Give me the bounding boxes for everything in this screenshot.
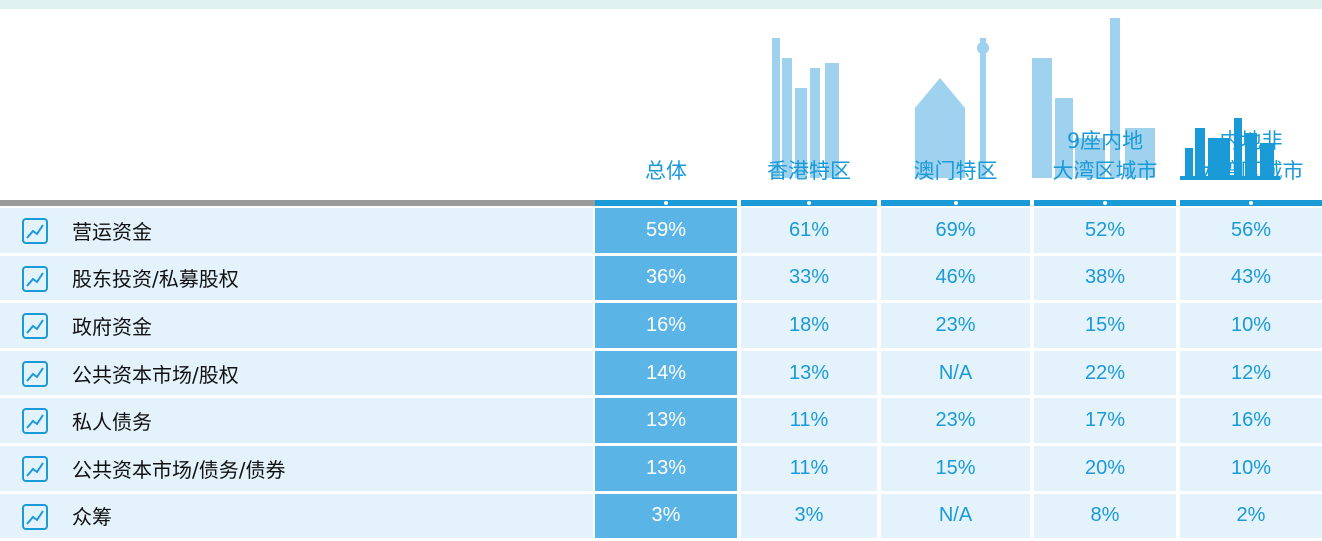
row-icon: [20, 216, 50, 246]
row-icon: [20, 264, 50, 294]
value-cell: 13%: [595, 398, 737, 443]
value-cell: 16%: [1180, 398, 1322, 443]
value-cell: N/A: [881, 493, 1030, 539]
value-cell: 11%: [741, 446, 877, 491]
value-cell: 23%: [881, 303, 1030, 348]
value-cell: 2%: [1180, 493, 1322, 539]
icon: [22, 265, 48, 292]
icon: [22, 313, 48, 340]
value-cell: 12%: [1180, 350, 1322, 396]
value-cell: 69%: [881, 208, 1030, 253]
value-cell: 46%: [881, 255, 1030, 301]
value-cell: N/A: [881, 350, 1030, 396]
value-cell: 15%: [881, 446, 1030, 491]
column-header: 香港特区: [767, 159, 851, 183]
row-icon: [20, 454, 50, 484]
icon: [22, 218, 48, 244]
value-cell: 61%: [741, 208, 877, 253]
icon: [22, 503, 48, 530]
value-cell: 22%: [1034, 350, 1176, 396]
icon: [22, 456, 48, 482]
row-label: 私人债务: [0, 398, 593, 443]
row-label: 营运资金: [0, 208, 593, 253]
column-header: 澳门特区: [913, 159, 998, 183]
value-cell: 13%: [595, 446, 737, 491]
row-label: 政府资金: [0, 303, 593, 348]
value-cell: 38%: [1034, 255, 1176, 301]
value-cell: 18%: [741, 303, 877, 348]
column-header: 大湾区城市: [1198, 159, 1304, 183]
header-rule: [0, 200, 595, 206]
value-cell: 17%: [1034, 398, 1176, 443]
value-cell: 14%: [595, 350, 737, 396]
row-icon: [20, 406, 50, 436]
value-cell: 3%: [741, 493, 877, 539]
value-cell: 13%: [741, 350, 877, 396]
value-cell: 33%: [741, 255, 877, 301]
column-header: 总体: [645, 159, 687, 183]
value-cell: 20%: [1034, 446, 1176, 491]
header-dot: [953, 201, 958, 205]
header-dot: [807, 201, 811, 205]
value-cell: 11%: [741, 398, 877, 443]
value-cell: 36%: [595, 255, 737, 301]
header-dot: [1249, 201, 1253, 205]
icon: [22, 408, 48, 435]
row-label: 股东投资/私募股权: [0, 255, 593, 301]
row-label: 众筹: [0, 493, 593, 539]
column-header: 内地非: [1219, 129, 1283, 153]
top-strip: [0, 0, 1322, 9]
value-cell: 10%: [1180, 446, 1322, 491]
skylines: [772, 18, 1280, 180]
header-dot: [1103, 201, 1107, 205]
row-icon: [20, 502, 50, 532]
row-label: 公共资本市场/股权: [0, 350, 593, 396]
value-cell: 3%: [595, 493, 737, 539]
icon: [22, 360, 48, 387]
value-cell: 56%: [1180, 208, 1322, 253]
value-cell: 10%: [1180, 303, 1322, 348]
value-cell: 43%: [1180, 255, 1322, 301]
row-label: 公共资本市场/债务/债券: [0, 446, 593, 491]
column-header: 9座内地: [1066, 129, 1144, 153]
value-cell: 15%: [1034, 303, 1176, 348]
value-cell: 59%: [595, 208, 737, 253]
value-cell: 52%: [1034, 208, 1176, 253]
value-cell: 23%: [881, 398, 1030, 443]
header-dot: [664, 201, 668, 205]
column-header: 大湾区城市: [1052, 159, 1158, 183]
value-cell: 8%: [1034, 493, 1176, 539]
row-icon: [20, 311, 50, 341]
row-icon: [20, 359, 50, 389]
value-cell: 16%: [595, 303, 737, 348]
